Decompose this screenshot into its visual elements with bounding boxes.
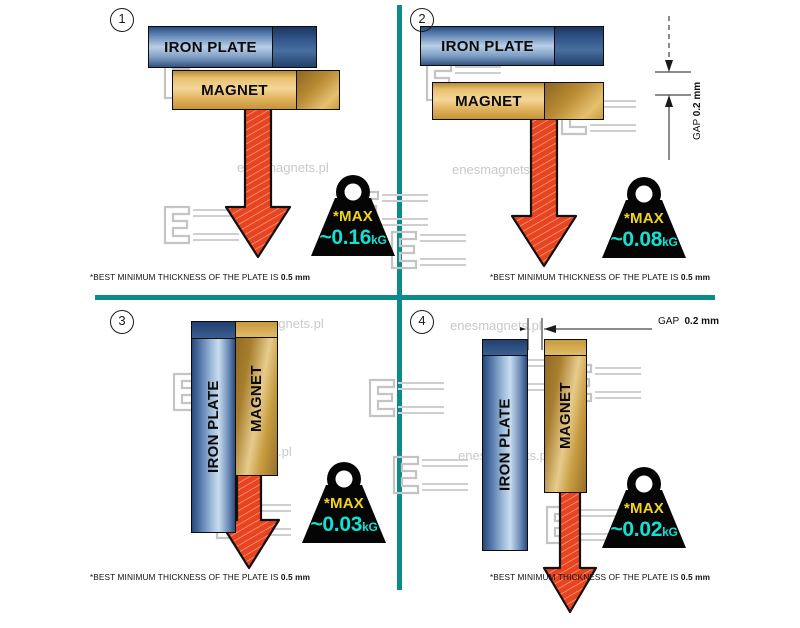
max-force-weight-icon: *MAX ~0.08kG: [596, 170, 692, 264]
divider-vertical: [397, 5, 402, 590]
magnet-cap: [235, 321, 278, 338]
panel-3: 3 IRON PLATE MAGNET: [0, 300, 400, 600]
magnet-block: MAGNET: [432, 82, 545, 120]
magnet-block-end: [296, 70, 340, 110]
iron-plate-block: IRON PLATE: [420, 26, 555, 66]
iron-plate-label: IRON PLATE: [441, 37, 534, 55]
magnet-block: MAGNET: [544, 339, 587, 493]
panel-number: 3: [110, 310, 134, 334]
iron-plate-label: IRON PLATE: [205, 380, 222, 474]
max-force-weight-icon: *MAX ~0.02kG: [596, 460, 692, 554]
iron-plate-block: IRON PLATE: [482, 339, 528, 551]
magnet-label: MAGNET: [201, 81, 268, 99]
footnote: *BEST MINIMUM THICKNESS OF THE PLATE IS …: [489, 272, 711, 282]
force-arrow-icon: [542, 488, 598, 614]
magnet-label: MAGNET: [248, 365, 265, 432]
iron-plate-cap: [191, 321, 236, 339]
footnote: *BEST MINIMUM THICKNESS OF THE PLATE IS …: [89, 272, 311, 282]
iron-plate-block-end: [272, 26, 317, 68]
footnote: *BEST MINIMUM THICKNESS OF THE PLATE IS …: [89, 572, 311, 582]
gap-dimension-annotation: [655, 16, 691, 160]
diagram-canvas: enesmagnets.pl enesmagnets.pl enesmagnet…: [0, 0, 719, 614]
force-arrow-icon: [224, 95, 292, 259]
gap-label: GAP 0.2 mm: [692, 81, 703, 140]
panel-1: 1 IRON PLATE MAGNET: [0, 0, 400, 300]
magnet-cap: [544, 339, 587, 356]
magnet-block-end: [544, 82, 604, 120]
max-force-weight-icon: *MAX ~0.16kG: [305, 168, 401, 262]
watermark-text: enesmagnets.pl: [452, 162, 544, 177]
magnet-block: MAGNET: [235, 321, 278, 476]
magnet-label: MAGNET: [557, 382, 574, 450]
watermark-text: enesmagnets.pl: [450, 318, 542, 333]
footnote: *BEST MINIMUM THICKNESS OF THE PLATE IS …: [489, 572, 711, 582]
panel-number: 1: [110, 8, 134, 32]
iron-plate-label: IRON PLATE: [496, 398, 514, 492]
magnet-block: MAGNET: [172, 70, 297, 110]
iron-plate-block: IRON PLATE: [191, 321, 236, 533]
panel-number: 2: [410, 8, 434, 32]
gap-dimension-annotation: [520, 318, 652, 350]
panel-number: 4: [410, 310, 434, 334]
max-force-weight-icon: *MAX ~0.03kG: [296, 455, 392, 549]
iron-plate-label: IRON PLATE: [164, 38, 257, 56]
magnet-label: MAGNET: [455, 92, 522, 110]
divider-horizontal: [95, 295, 715, 300]
iron-plate-block-end: [554, 26, 604, 66]
iron-plate-block: IRON PLATE: [148, 26, 273, 68]
gap-label: GAP 0.2 mm: [658, 316, 719, 327]
force-arrow-icon: [510, 108, 578, 268]
